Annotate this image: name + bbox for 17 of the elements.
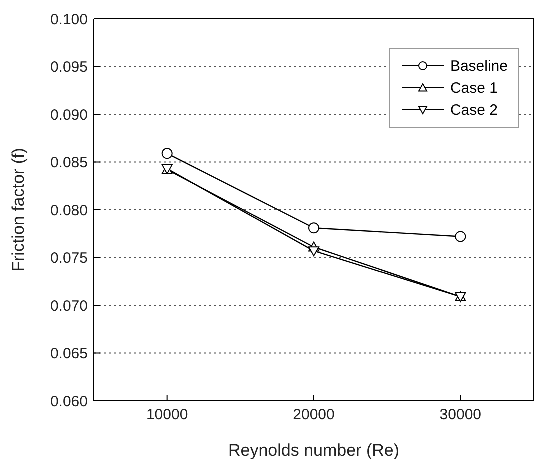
- y-tick-label: 0.090: [50, 106, 88, 124]
- y-tick-label: 0.095: [50, 59, 88, 76]
- y-tick-label: 0.060: [50, 393, 88, 410]
- y-tick-label: 0.100: [50, 11, 88, 28]
- y-axis-title: Friction factor (f): [9, 148, 28, 272]
- x-tick-label: 30000: [440, 406, 482, 424]
- y-tick-label: 0.085: [50, 154, 88, 172]
- legend-label: Case 2: [450, 102, 498, 118]
- x-axis-title: Reynolds number (Re): [228, 441, 400, 460]
- legend-label: Case 1: [450, 80, 498, 96]
- y-tick-label: 0.075: [50, 250, 88, 268]
- y-tick-label: 0.080: [50, 202, 88, 220]
- x-tick-label: 10000: [146, 406, 188, 424]
- y-tick-label: 0.065: [50, 346, 88, 363]
- x-tick-label: 20000: [293, 406, 335, 424]
- legend-label: Baseline: [450, 58, 508, 74]
- y-tick-label: 0.070: [50, 298, 88, 315]
